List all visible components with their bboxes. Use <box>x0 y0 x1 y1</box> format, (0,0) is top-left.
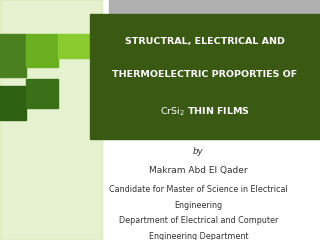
Text: Engineering Department: Engineering Department <box>149 232 248 240</box>
Text: $\mathrm{CrSi_2}$ THIN FILMS: $\mathrm{CrSi_2}$ THIN FILMS <box>160 106 250 118</box>
Text: by: by <box>193 147 204 156</box>
Text: Candidate for Master of Science in Electrical: Candidate for Master of Science in Elect… <box>109 185 288 194</box>
Text: Makram Abd El Qader: Makram Abd El Qader <box>149 166 248 175</box>
Text: Engineering: Engineering <box>174 201 222 210</box>
Bar <box>109 0 320 13</box>
Bar <box>26 79 58 108</box>
Text: Department of Electrical and Computer: Department of Electrical and Computer <box>119 216 278 225</box>
Text: THERMOELECTRIC PROPORTIES OF: THERMOELECTRIC PROPORTIES OF <box>112 70 297 79</box>
Text: STRUCTRAL, ELECTRICAL AND: STRUCTRAL, ELECTRICAL AND <box>125 37 285 46</box>
Bar <box>0 86 26 120</box>
Bar <box>26 34 58 67</box>
Bar <box>90 14 320 139</box>
Bar <box>58 34 90 58</box>
Bar <box>0 34 26 77</box>
Bar <box>0 0 102 240</box>
